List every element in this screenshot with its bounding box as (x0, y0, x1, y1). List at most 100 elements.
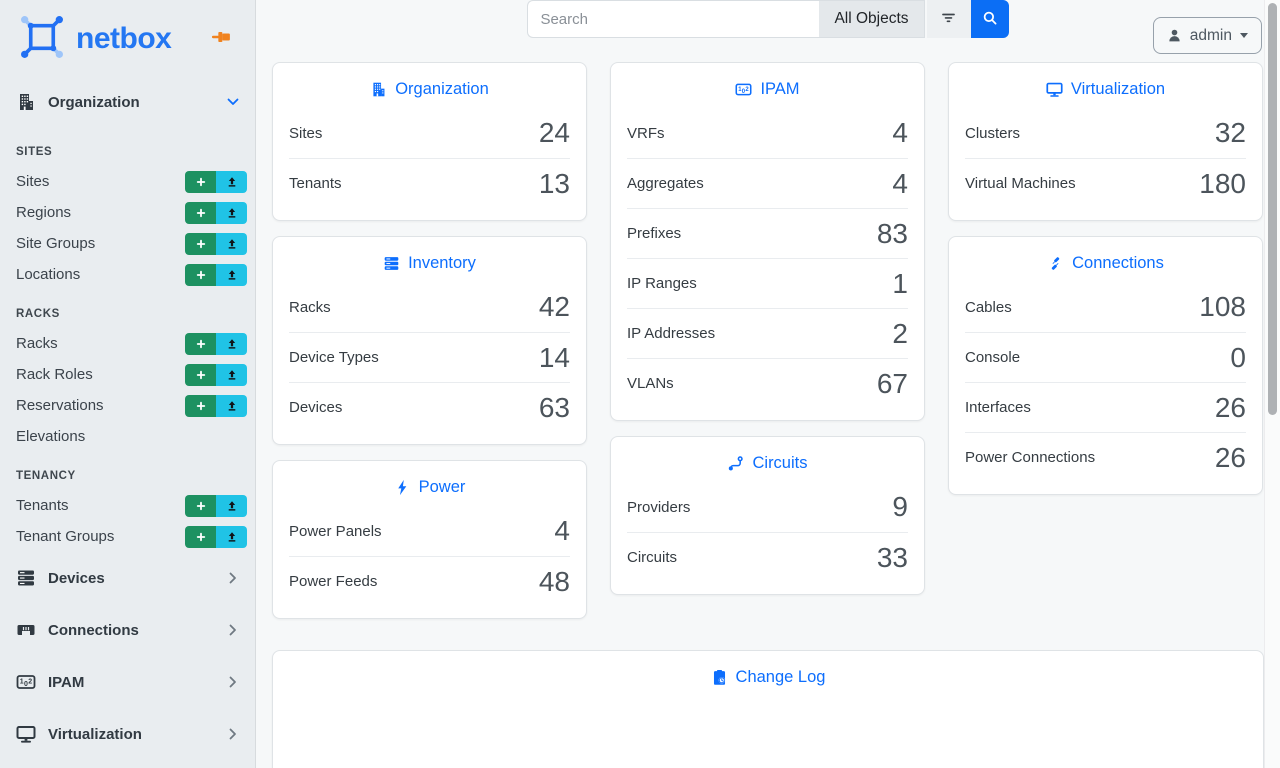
add-reservations-button[interactable] (185, 394, 216, 417)
add-site-groups-button[interactable] (185, 232, 216, 255)
sidebar-group-label: Connections (48, 621, 139, 639)
svg-text:2: 2 (746, 87, 750, 93)
sidebar-item-locations[interactable]: Locations (0, 259, 255, 290)
card-body: Sites 24 Tenants 13 (273, 108, 586, 220)
monitor-icon (16, 724, 36, 744)
sidebar-group-organization[interactable]: Organization (0, 76, 255, 128)
stat-value: 32 (1214, 117, 1246, 148)
import-regions-button[interactable] (216, 201, 247, 224)
plus-icon (195, 500, 207, 512)
sidebar-item-elevations[interactable]: Elevations (0, 421, 255, 452)
scrollbar-thumb[interactable] (1268, 3, 1277, 415)
import-sites-button[interactable] (216, 170, 247, 193)
stat-row-sites: Sites 24 (289, 108, 570, 158)
card-title-label: Virtualization (1070, 80, 1166, 98)
sidebar-group-connections[interactable]: Connections (0, 604, 255, 656)
card-title-organization[interactable]: Organization (273, 63, 586, 108)
stat-label: Sites (289, 124, 323, 142)
sidebar-item-label: Tenant Groups (16, 528, 115, 545)
upload-icon (226, 400, 238, 412)
sidebar-item-tenants[interactable]: Tenants (0, 490, 255, 521)
sidebar-group-ipam[interactable]: 1 0 2 IPAM (0, 656, 255, 708)
filter-icon (940, 9, 957, 29)
sidebar-item-label: Tenants (16, 497, 69, 514)
stat-value: 42 (538, 291, 570, 322)
add-sites-button[interactable] (185, 170, 216, 193)
sidebar-group-label: Organization (48, 93, 140, 111)
import-tenants-button[interactable] (216, 494, 247, 517)
sidebar-section-heading-tenancy: TENANCY (16, 470, 76, 482)
stat-card-columns: Organization Sites 24 Tenants 13 Inventory Rac… (272, 62, 1264, 619)
stat-value: 180 (1199, 167, 1246, 199)
sidebar-item-regions[interactable]: Regions (0, 197, 255, 228)
stat-row-vlans: VLANs 67 (627, 358, 908, 408)
stat-value: 2 (892, 317, 908, 349)
import-tenant-groups-button[interactable] (216, 525, 247, 548)
dashboard: Organization Sites 24 Tenants 13 Inventory Rac… (256, 38, 1280, 768)
stat-label: Cables (965, 298, 1012, 316)
plus-icon (195, 400, 207, 412)
object-type-button[interactable]: All Objects (819, 0, 925, 38)
stat-row-device-types: Device Types 14 (289, 332, 570, 382)
user-menu-button[interactable]: admin (1152, 17, 1262, 54)
netbox-logo[interactable]: netbox (16, 14, 172, 65)
card-title-label: Inventory (408, 254, 476, 272)
sidebar-item-sites[interactable]: Sites (0, 166, 255, 197)
upload-icon (226, 176, 238, 188)
filter-button[interactable] (926, 0, 971, 38)
stat-row-aggregates: Aggregates 4 (627, 158, 908, 208)
plus-icon (195, 369, 207, 381)
card-title-power[interactable]: Power (273, 461, 586, 506)
add-rack-roles-button[interactable] (185, 363, 216, 386)
card-power: Power Power Panels 4 Power Feeds 48 (272, 460, 587, 619)
chevron-down-icon (225, 94, 241, 110)
stat-value: 26 (1214, 441, 1246, 473)
search-submit-button[interactable] (970, 0, 1009, 38)
import-racks-button[interactable] (216, 332, 247, 355)
cable-icon (1047, 255, 1064, 272)
add-tenant-groups-button[interactable] (185, 525, 216, 548)
sidebar-group-devices[interactable]: Devices (0, 552, 255, 604)
card-title-inventory[interactable]: Inventory (273, 237, 586, 282)
card-title-connections[interactable]: Connections (949, 237, 1262, 282)
username: admin (1189, 26, 1232, 44)
stat-label: IP Ranges (627, 275, 697, 292)
import-site-groups-button[interactable] (216, 232, 247, 255)
item-action-buttons (185, 232, 247, 255)
card-title-label: Circuits (752, 454, 808, 472)
add-regions-button[interactable] (185, 201, 216, 224)
stat-label: Power Connections (965, 449, 1096, 466)
import-reservations-button[interactable] (216, 394, 247, 417)
plus-icon (195, 269, 207, 281)
add-locations-button[interactable] (185, 263, 216, 286)
add-tenants-button[interactable] (185, 494, 216, 517)
stat-value: 4 (554, 515, 570, 546)
card-ipam: 1 0 2 IPAM VRFs 4 Aggregates 4 Prefixes 83 IP Rang… (610, 62, 925, 421)
pin-sidebar-button[interactable] (211, 26, 233, 53)
svg-text:2: 2 (28, 679, 32, 686)
card-title-ipam[interactable]: 1 0 2 IPAM (611, 63, 924, 108)
sidebar-item-label: Site Groups (16, 235, 96, 252)
card-circuits: Circuits Providers 9 Circuits 33 (610, 436, 925, 595)
sidebar-item-rack-roles[interactable]: Rack Roles (0, 359, 255, 390)
topbar: All Objects admin (256, 0, 1280, 54)
import-rack-roles-button[interactable] (216, 363, 247, 386)
stat-value: 24 (538, 117, 570, 148)
sidebar-item-site-groups[interactable]: Site Groups (0, 228, 255, 259)
sidebar-group-virtualization[interactable]: Virtualization (0, 708, 255, 760)
add-racks-button[interactable] (185, 332, 216, 355)
sidebar-header: netbox (0, 0, 255, 76)
stat-label: Providers (627, 498, 691, 516)
sidebar-item-racks[interactable]: Racks (0, 328, 255, 359)
card-title-virtualization[interactable]: Virtualization (949, 63, 1262, 108)
search-form: All Objects (527, 0, 1009, 38)
card-title-circuits[interactable]: Circuits (611, 437, 924, 482)
changelog-card-title[interactable]: Change Log (273, 651, 1263, 696)
server-stack-icon (16, 568, 36, 588)
sidebar-item-tenant-groups[interactable]: Tenant Groups (0, 521, 255, 552)
page-scrollbar[interactable] (1264, 0, 1280, 768)
search-input[interactable] (527, 0, 820, 38)
import-locations-button[interactable] (216, 263, 247, 286)
sidebar-item-reservations[interactable]: Reservations (0, 390, 255, 421)
